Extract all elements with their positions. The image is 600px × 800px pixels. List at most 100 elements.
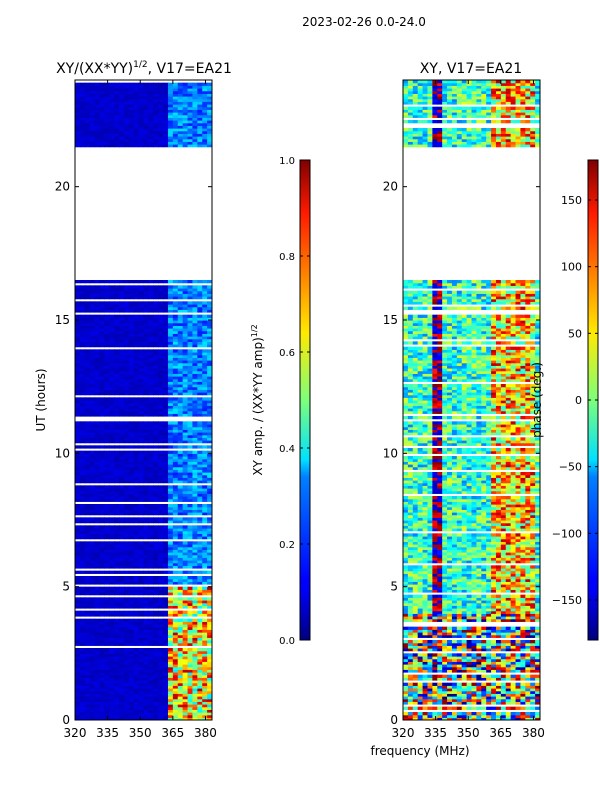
heatmap-cell <box>89 517 96 521</box>
heatmap-cell <box>114 578 120 582</box>
heatmap-cell <box>207 130 212 134</box>
heatmap-cell <box>109 680 115 684</box>
heatmap-cell <box>143 485 149 489</box>
heatmap-cell <box>119 504 125 508</box>
heatmap-cell <box>197 402 203 406</box>
heatmap-cell <box>192 461 198 465</box>
heatmap-cell <box>138 554 145 558</box>
heatmap-cell <box>202 565 208 569</box>
heatmap-cell <box>197 408 203 412</box>
heatmap-cell <box>128 696 135 700</box>
heatmap-cell <box>187 386 194 390</box>
heatmap-cell <box>143 560 149 564</box>
heatmap-cell <box>167 472 174 476</box>
heatmap-cell <box>114 565 120 569</box>
heatmap-cell <box>104 138 110 142</box>
heatmap-cell <box>104 402 110 406</box>
heatmap-cell <box>148 525 154 529</box>
heatmap-cell <box>94 496 101 500</box>
heatmap-cell <box>202 693 208 697</box>
heatmap-cell <box>109 349 115 353</box>
heatmap-cell <box>119 101 125 105</box>
heatmap-cell <box>143 328 149 332</box>
heatmap-cell <box>207 536 212 540</box>
heatmap-cell <box>172 461 179 465</box>
heatmap-cell <box>202 688 208 692</box>
heatmap-cell <box>109 352 115 356</box>
heatmap-cell <box>133 706 140 710</box>
heatmap-cell <box>207 602 212 606</box>
heatmap-cell <box>403 690 409 694</box>
heatmap-cell <box>99 141 105 145</box>
heatmap-cell <box>153 576 159 580</box>
heatmap-cell <box>182 525 189 529</box>
heatmap-cell <box>187 120 194 124</box>
heatmap-cell <box>119 352 125 356</box>
heatmap-cell <box>177 544 184 548</box>
heatmap-cell <box>133 304 140 308</box>
heatmap-cell <box>422 714 429 718</box>
heatmap-cell <box>109 101 115 105</box>
heatmap-cell <box>119 128 125 132</box>
heatmap-cell <box>79 322 86 326</box>
heatmap-cell <box>84 424 91 428</box>
heatmap-cell <box>79 288 86 292</box>
heatmap-cell <box>79 370 86 374</box>
heatmap-cell <box>75 717 81 720</box>
heatmap-cell <box>172 632 179 636</box>
heatmap-cell <box>192 704 198 708</box>
heatmap-cell <box>172 629 179 633</box>
heatmap-cell <box>123 698 130 702</box>
heatmap-cell <box>94 389 101 393</box>
heatmap-cell <box>99 389 105 393</box>
heatmap-cell <box>119 400 125 404</box>
heatmap-cell <box>187 370 194 374</box>
heatmap-cell <box>84 605 91 609</box>
heatmap-cell <box>158 642 164 646</box>
heatmap-cell <box>94 642 101 646</box>
heatmap-cell <box>89 421 96 425</box>
heatmap-cell <box>128 677 135 681</box>
heatmap-cell <box>128 325 135 329</box>
heatmap-cell <box>182 413 189 417</box>
heatmap-cell <box>128 704 135 708</box>
heatmap-cell <box>177 88 184 92</box>
heatmap-cell <box>177 714 184 718</box>
heatmap-cell <box>163 392 169 396</box>
heatmap-cell <box>202 533 208 537</box>
heatmap-cell <box>407 690 414 694</box>
heatmap-cell <box>75 413 81 417</box>
heatmap-cell <box>158 461 164 465</box>
heatmap-cell <box>158 688 164 692</box>
heatmap-cell <box>202 509 208 513</box>
heatmap-cell <box>79 461 86 465</box>
heatmap-cell <box>75 520 81 524</box>
heatmap-cell <box>128 402 135 406</box>
heatmap-cell <box>79 136 86 140</box>
heatmap-cell <box>99 669 105 673</box>
heatmap-cell <box>119 688 125 692</box>
heatmap-cell <box>182 717 189 720</box>
heatmap-cell <box>182 712 189 716</box>
heatmap-cell <box>89 632 96 636</box>
heatmap-cell <box>109 314 115 318</box>
heatmap-cell <box>119 562 125 566</box>
heatmap-cell <box>94 533 101 537</box>
heatmap-cell <box>407 701 414 705</box>
heatmap-cell <box>192 133 198 137</box>
heatmap-cell <box>89 402 96 406</box>
heatmap-cell <box>182 469 189 473</box>
heatmap-cell <box>84 352 91 356</box>
heatmap-cell <box>167 661 174 665</box>
heatmap-cell <box>187 405 194 409</box>
heatmap-cell <box>104 530 110 534</box>
heatmap-cell <box>75 96 81 100</box>
heatmap-cell <box>148 128 154 132</box>
heatmap-cell <box>148 493 154 497</box>
heatmap-cell <box>192 426 198 430</box>
heatmap-cell <box>99 408 105 412</box>
heatmap-cell <box>99 301 105 305</box>
heatmap-cell <box>153 528 159 532</box>
heatmap-cell <box>94 408 101 412</box>
heatmap-cell <box>79 117 86 121</box>
